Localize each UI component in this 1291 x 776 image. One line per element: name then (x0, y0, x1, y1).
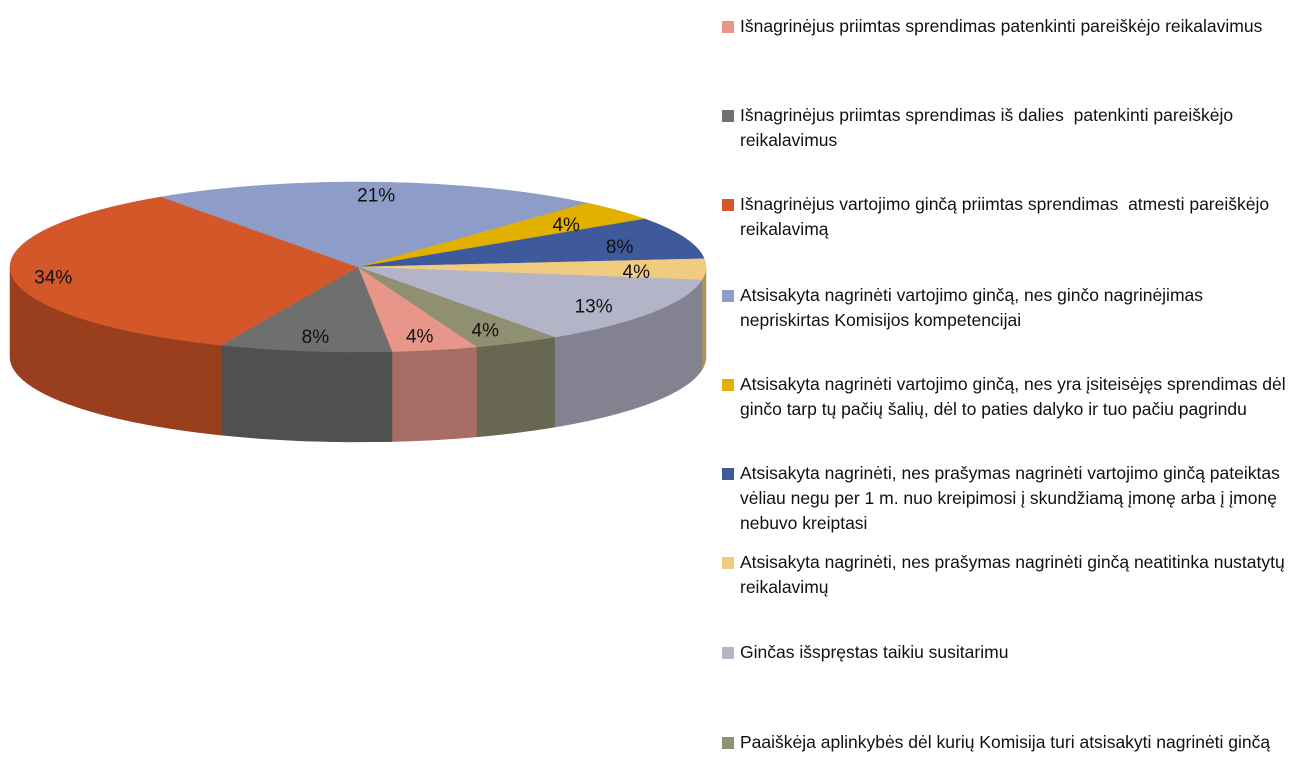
legend-item: Atsisakyta nagrinėti vartojimo ginčą, ne… (722, 372, 1287, 422)
pie-slice-side (220, 344, 393, 443)
data-label: 8% (302, 327, 330, 348)
legend-swatch (722, 110, 734, 122)
legend-item: Atsisakyta nagrinėti, nes prašymas nagri… (722, 550, 1287, 600)
pie-slice (357, 266, 556, 348)
legend-item: Išnagrinėjus vartojimo ginčą priimtas sp… (722, 192, 1287, 242)
legend-swatch (722, 21, 734, 33)
legend-swatch (722, 199, 734, 211)
legend-item: Paaiškėja aplinkybės dėl kurių Komisija … (722, 730, 1287, 755)
legend-label: Atsisakyta nagrinėti, nes prašymas nagri… (740, 552, 1290, 597)
pie-slice (357, 266, 703, 338)
data-label: 4% (552, 215, 580, 236)
pie-slice-side (701, 266, 707, 371)
legend-label: Išnagrinėjus priimtas sprendimas patenki… (740, 16, 1263, 36)
data-label: 34% (34, 267, 72, 288)
legend-swatch (722, 290, 734, 302)
pie-slice (220, 266, 393, 353)
legend-label: Išnagrinėjus vartojimo ginčą priimtas sp… (740, 194, 1274, 239)
data-label: 4% (623, 262, 651, 283)
data-label: 21% (357, 185, 395, 206)
legend-item: Išnagrinėjus priimtas sprendimas patenki… (722, 14, 1287, 39)
data-label: 4% (406, 326, 434, 347)
data-label: 13% (575, 296, 613, 317)
legend-label: Atsisakyta nagrinėti vartojimo ginčą, ne… (740, 285, 1208, 330)
data-label: 4% (472, 320, 500, 341)
legend-item: Atsisakyta nagrinėti, nes prašymas nagri… (722, 461, 1287, 536)
pie-slice (9, 196, 359, 346)
legend-item: Ginčas išspręstas taikiu susitarimu (722, 640, 1287, 665)
legend-swatch (722, 647, 734, 659)
legend-item: Atsisakyta nagrinėti vartojimo ginčą, ne… (722, 283, 1287, 333)
pie-slice (160, 181, 588, 268)
legend-swatch (722, 379, 734, 391)
legend-label: Ginčas išspręstas taikiu susitarimu (740, 642, 1009, 662)
legend-label: Atsisakyta nagrinėti, nes prašymas nagri… (740, 463, 1285, 533)
legend-swatch (722, 737, 734, 749)
legend-label: Išnagrinėjus priimtas sprendimas iš dali… (740, 105, 1239, 150)
pie-slice (357, 218, 705, 268)
legend-item: Išnagrinėjus priimtas sprendimas iš dali… (722, 103, 1287, 153)
data-label: 8% (606, 237, 634, 258)
legend-label: Atsisakyta nagrinėti vartojimo ginčą, ne… (740, 374, 1291, 419)
pie-slice-side (391, 346, 478, 442)
legend-label: Paaiškėja aplinkybės dėl kurių Komisija … (740, 732, 1271, 752)
legend-swatch (722, 557, 734, 569)
legend-swatch (722, 468, 734, 480)
pie-slice-side (476, 336, 555, 438)
